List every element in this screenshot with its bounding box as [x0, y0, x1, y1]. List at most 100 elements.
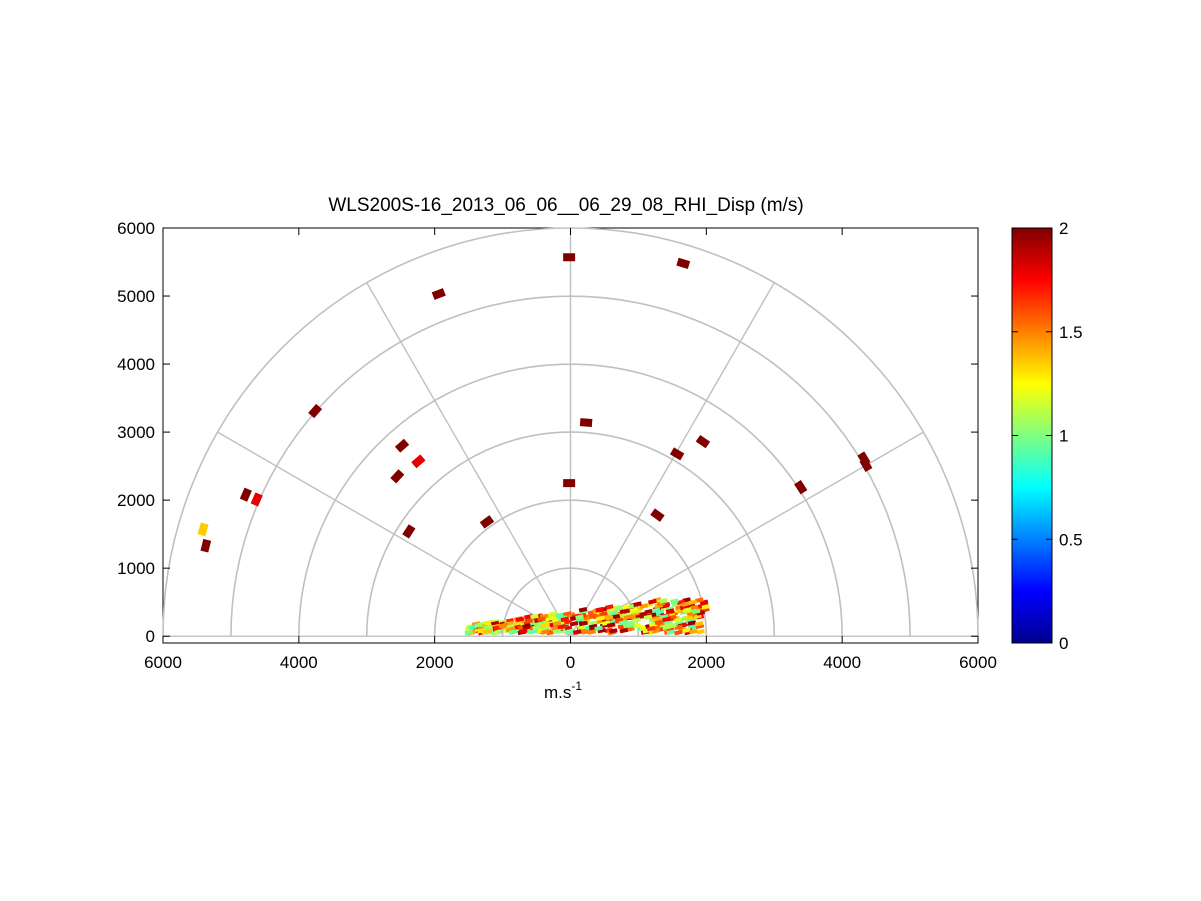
clutter-mark — [577, 624, 586, 631]
clutter-mark — [674, 624, 683, 630]
clutter-mark — [662, 616, 671, 623]
colorbar-tick-label: 0.5 — [1059, 530, 1083, 549]
clutter-mark — [688, 599, 698, 606]
clutter-mark — [599, 611, 608, 617]
clutter-mark — [596, 615, 606, 622]
spoke-120deg — [366, 282, 572, 637]
clutter-mark — [629, 607, 639, 613]
data-point-16 — [695, 434, 711, 449]
data-point-12 — [563, 479, 576, 488]
data-points — [197, 253, 873, 553]
clutter-mark — [587, 629, 597, 635]
clutter-mark — [687, 620, 697, 626]
clutter-mark — [608, 628, 618, 634]
clutter-mark — [674, 629, 683, 636]
clutter-mark — [611, 613, 621, 620]
clutter-mark — [482, 620, 492, 626]
x-tick-label: 6000 — [144, 653, 182, 672]
y-tick-label: 0 — [146, 627, 155, 646]
colorbar-tick-label: 2 — [1059, 219, 1068, 238]
clutter-mark — [483, 624, 493, 630]
y-tick-label: 1000 — [117, 559, 155, 578]
clutter-mark — [654, 619, 664, 626]
data-point-3 — [250, 492, 263, 507]
clutter-mark — [701, 604, 711, 610]
clutter-mark — [572, 629, 582, 635]
clutter-mark — [575, 614, 584, 620]
x-axis-label: m.s-1 — [544, 679, 582, 702]
clutter-mark — [563, 611, 572, 617]
clutter-mark — [581, 629, 590, 635]
clutter-mark — [682, 607, 692, 613]
x-tick-labels: 6000 4000 2000 0 2000 4000 6000 — [144, 653, 997, 672]
data-point-18 — [794, 479, 808, 495]
clutter-mark — [552, 628, 562, 635]
x-tick-label: 6000 — [959, 653, 997, 672]
clutter-mark — [665, 608, 675, 614]
colorbar-tick-label: 0 — [1059, 634, 1068, 653]
clutter-mark — [522, 623, 531, 630]
clutter-mark — [682, 627, 691, 633]
clutter-mark — [623, 614, 633, 621]
clutter-mark — [681, 601, 691, 607]
colorbar-ticks: 0 0.5 1 1.5 2 — [1012, 219, 1083, 653]
clutter-mark — [464, 629, 474, 636]
data-point-2 — [239, 487, 252, 502]
data-point-7 — [411, 454, 426, 469]
data-point-8 — [402, 524, 416, 539]
clutter-mark — [619, 627, 629, 634]
clutter-mark — [674, 617, 684, 623]
clutter-mark — [551, 616, 561, 623]
clutter-mark — [632, 617, 642, 623]
clutter-mark — [662, 624, 671, 631]
clutter-mark — [541, 629, 550, 635]
data-point-14 — [676, 257, 691, 269]
clutter-mark — [690, 604, 699, 611]
x-tick-label: 0 — [566, 653, 575, 672]
x-tick-label: 4000 — [823, 653, 861, 672]
clutter-mark — [646, 625, 656, 632]
chart-title: WLS200S-16_2013_06_06__06_29_08_RHI_Disp… — [328, 195, 803, 216]
clutter-mark — [532, 624, 541, 631]
clutter-mark — [474, 622, 484, 629]
clutter-mark — [552, 620, 562, 627]
clutter-mark — [624, 620, 634, 626]
data-point-15 — [669, 447, 685, 461]
data-point-17 — [650, 508, 665, 522]
x-tick-label: 2000 — [687, 653, 725, 672]
clutter-mark — [604, 604, 614, 610]
clutter-mark — [655, 609, 665, 615]
clutter-mark — [648, 598, 657, 605]
clutter-mark — [688, 628, 698, 635]
clutter-mark — [691, 608, 701, 615]
y-tick-labels: 0 1000 2000 3000 4000 5000 6000 — [117, 219, 155, 646]
y-tick-label: 6000 — [117, 219, 155, 238]
clutter-mark — [695, 597, 704, 603]
clutter-mark — [578, 620, 588, 627]
clutter-mark — [476, 628, 486, 634]
colorbar-tick-label: 1.5 — [1059, 323, 1083, 342]
data-point-9 — [431, 288, 446, 300]
data-point-13 — [579, 418, 593, 428]
data-point-10 — [479, 515, 495, 529]
clutter-mark — [468, 624, 477, 631]
spoke-60deg — [569, 282, 775, 637]
clutter-mark — [595, 606, 605, 613]
axis-ticks — [162, 227, 979, 643]
near-field-clutter — [464, 597, 711, 636]
clutter-mark — [659, 597, 668, 604]
x-tick-label: 2000 — [416, 653, 454, 672]
data-point-0 — [197, 522, 209, 537]
spoke-150deg — [217, 431, 571, 637]
data-point-4 — [308, 403, 323, 419]
clutter-mark — [557, 624, 567, 630]
clutter-mark — [606, 622, 616, 628]
clutter-mark — [618, 619, 628, 626]
clutter-mark — [619, 608, 629, 615]
clutter-mark — [578, 606, 588, 613]
y-tick-label: 5000 — [117, 287, 155, 306]
clutter-mark — [694, 620, 704, 627]
clutter-mark — [528, 628, 538, 635]
y-tick-label: 3000 — [117, 423, 155, 442]
